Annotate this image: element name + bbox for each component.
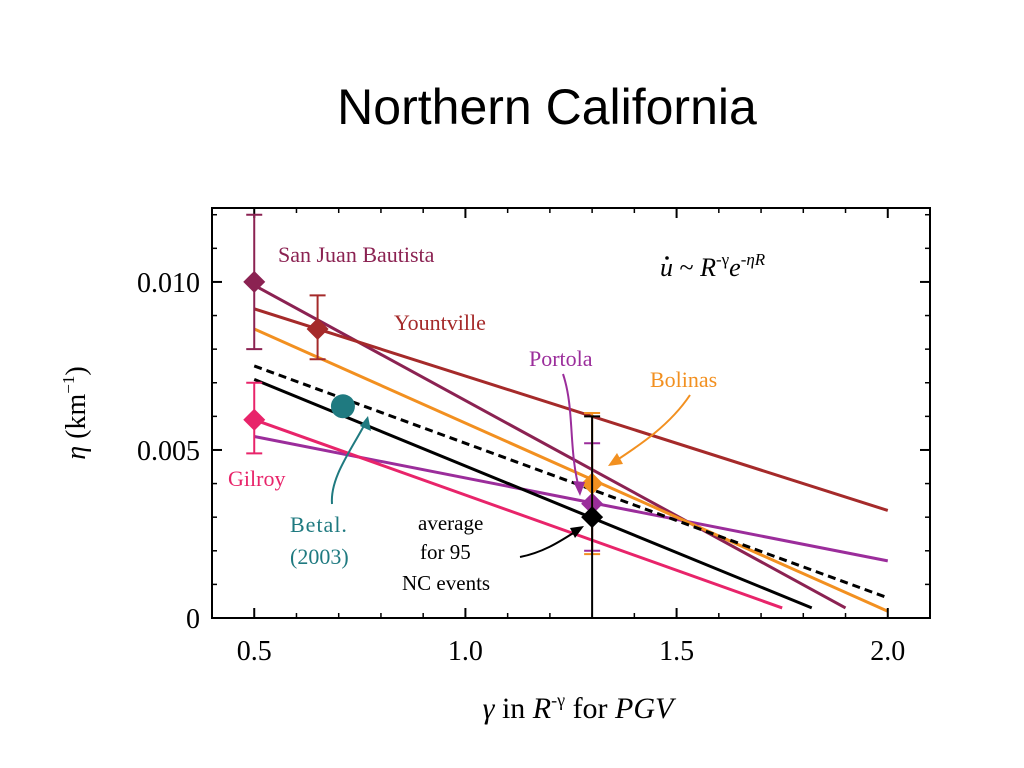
bolinas-arrowhead (608, 453, 623, 466)
plot-frame (211, 207, 931, 619)
y-axis-label: η (km−1) (59, 366, 92, 459)
x-tick-label: 1.5 (659, 636, 694, 667)
point-yountville (306, 317, 329, 340)
label-average-line1: average (418, 511, 483, 535)
label-bolinas: Bolinas (650, 367, 717, 392)
portola-arrow (562, 373, 581, 493)
bolinas-arrow (613, 394, 691, 463)
average-arrowhead (570, 526, 584, 538)
x-tick-label: 2.0 (870, 636, 905, 667)
point-average-for-95-nc-events (581, 506, 604, 529)
label-betal-line2: (2003) (290, 544, 349, 569)
series-line-dashed-reference (253, 364, 889, 600)
betal-arrow (330, 421, 367, 505)
label-portola: Portola (529, 346, 593, 371)
label-san-juan-bautista: San Juan Bautista (278, 242, 435, 267)
series-line-gilroy (253, 418, 783, 610)
point-san-juan-bautista (243, 270, 266, 293)
y-tick-label: 0 (186, 604, 200, 635)
label-gilroy: Gilroy (228, 466, 285, 491)
series-line-bolinas (253, 327, 889, 613)
point-gilroy (243, 408, 266, 431)
y-tick-label: 0.010 (137, 268, 200, 299)
y-tick-label: 0.005 (137, 436, 200, 467)
x-tick-label: 1.0 (448, 636, 483, 667)
average-arrow (519, 529, 579, 558)
x-axis-label: γ in R-γ for PGV (483, 690, 677, 725)
formula-dot (665, 256, 669, 260)
annotation-arrows (330, 373, 691, 558)
series-line-yountville (253, 307, 889, 512)
point-betal-2003 (330, 394, 355, 419)
label-average-line3: NC events (402, 571, 490, 595)
label-yountville: Yountville (394, 310, 486, 335)
label-betal-line1: Betal. (290, 512, 348, 537)
portola-arrowhead (573, 481, 585, 496)
label-average-line2: for 95 (420, 540, 471, 564)
x-tick-label: 0.5 (237, 636, 272, 667)
formula: u ~ R-γe-ηR (660, 250, 766, 282)
slide-title: Northern California (337, 79, 757, 135)
betal-arrowhead (360, 416, 371, 431)
